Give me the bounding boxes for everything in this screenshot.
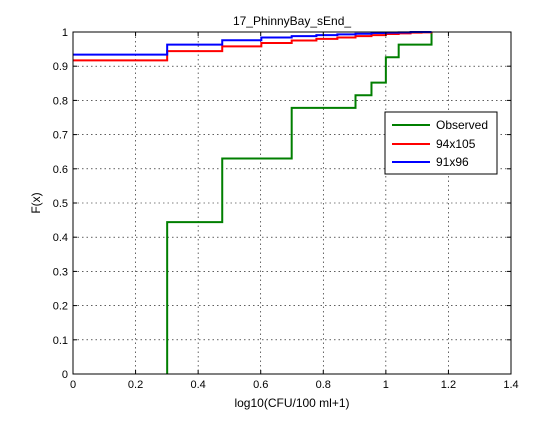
y-tick-label: 0.8	[53, 95, 68, 107]
y-tick-label: 0.7	[53, 130, 68, 142]
y-tick-label: 1	[62, 27, 68, 39]
y-tick-label: 0.1	[53, 335, 68, 347]
legend: Observed 94x105 91x96	[384, 111, 498, 175]
x-tick-label: 0.8	[316, 379, 331, 391]
chart-title: 17_PhinnyBay_sEnd_	[233, 14, 351, 28]
grid-lines	[73, 32, 511, 374]
axis-tick-labels: 0 0.2 0.4 0.6 0.8 1 1.2 1.4 0 0.1 0.2 0.3 0.4 0.5 0.6 0…	[53, 27, 519, 391]
y-tick-label: 0.4	[53, 232, 68, 244]
x-tick-label: 0.4	[190, 379, 205, 391]
y-tick-label: 0.2	[53, 301, 68, 313]
y-axis-label: F(x)	[29, 192, 43, 213]
x-tick-label: 1.4	[503, 379, 518, 391]
x-axis-label: log10(CFU/100 ml+1)	[234, 396, 349, 410]
series-lines	[73, 31, 433, 374]
legend-label-91x96: 91x96	[436, 155, 469, 169]
x-tick-label: 1	[383, 379, 389, 391]
x-tick-label: 0.2	[128, 379, 143, 391]
y-tick-label: 0.6	[53, 164, 68, 176]
y-tick-label: 0.5	[53, 198, 68, 210]
y-tick-label: 0	[62, 369, 68, 381]
series-line-observed	[166, 32, 433, 374]
plot-area	[73, 32, 511, 374]
x-tick-label: 0.6	[253, 379, 268, 391]
y-tick-label: 0.9	[53, 61, 68, 73]
x-tick-label: 1.2	[441, 379, 456, 391]
legend-label-observed: Observed	[436, 118, 488, 132]
axis-ticks	[72, 31, 512, 375]
series-line-91x96	[73, 31, 432, 56]
x-tick-label: 0	[70, 379, 76, 391]
legend-label-94x105: 94x105	[436, 137, 476, 151]
y-tick-label: 0.3	[53, 266, 68, 278]
